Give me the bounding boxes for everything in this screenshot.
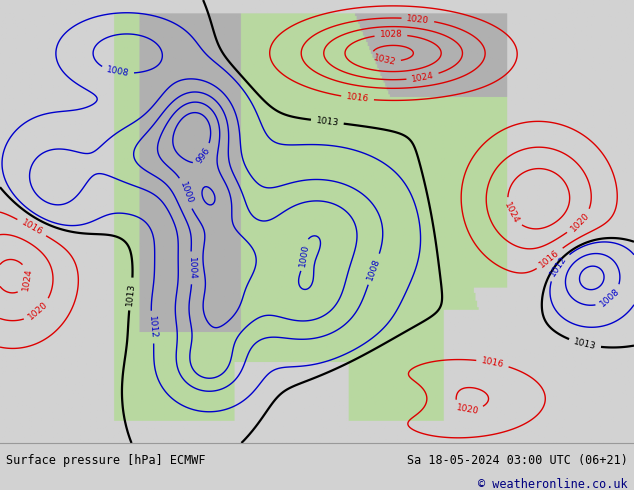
Text: 1024: 1024: [411, 71, 435, 84]
Text: 1013: 1013: [573, 337, 597, 351]
Text: 1013: 1013: [315, 116, 339, 127]
Text: 1024: 1024: [502, 201, 521, 225]
Text: Surface pressure [hPa] ECMWF: Surface pressure [hPa] ECMWF: [6, 454, 206, 467]
Text: Sa 18-05-2024 03:00 UTC (06+21): Sa 18-05-2024 03:00 UTC (06+21): [407, 454, 628, 467]
Text: 1020: 1020: [406, 14, 430, 25]
Text: 1024: 1024: [21, 268, 34, 292]
Text: 1020: 1020: [569, 211, 591, 233]
Text: 1008: 1008: [366, 257, 382, 282]
Text: 1000: 1000: [298, 243, 311, 267]
Text: 1016: 1016: [346, 93, 370, 104]
Text: 1008: 1008: [598, 287, 622, 309]
Text: 1020: 1020: [455, 403, 479, 416]
Text: 1012: 1012: [548, 255, 569, 279]
Text: 1013: 1013: [126, 282, 136, 306]
Text: 1020: 1020: [27, 300, 49, 322]
Text: 1012: 1012: [147, 315, 158, 339]
Text: © weatheronline.co.uk: © weatheronline.co.uk: [478, 478, 628, 490]
Text: 996: 996: [195, 146, 212, 165]
Text: 1004: 1004: [186, 256, 196, 279]
Text: 1016: 1016: [481, 356, 505, 369]
Text: 1028: 1028: [379, 30, 403, 40]
Text: 1000: 1000: [178, 181, 194, 206]
Text: 1016: 1016: [538, 248, 562, 269]
Text: 1032: 1032: [372, 53, 397, 67]
Text: 1008: 1008: [105, 66, 130, 78]
Text: 1016: 1016: [20, 218, 44, 237]
